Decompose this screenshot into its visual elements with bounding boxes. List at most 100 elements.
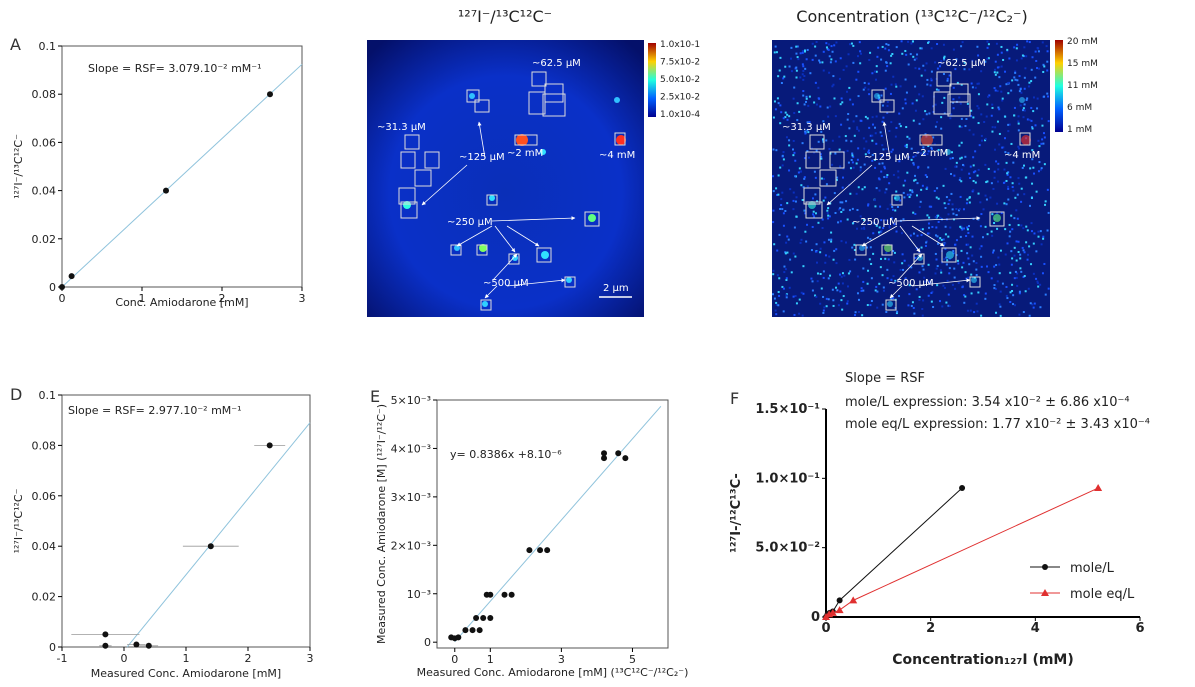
image-noise: [980, 113, 983, 116]
image-noise: [883, 167, 886, 170]
image-noise: [893, 261, 896, 264]
roi-box: [871, 89, 885, 103]
image-noise: [1007, 198, 1010, 201]
image-noise: [783, 271, 786, 274]
image-noise: [924, 174, 927, 177]
arrow: [506, 225, 540, 247]
image-noise: [898, 112, 901, 115]
image-noise: [996, 227, 999, 230]
image-noise: [849, 270, 852, 273]
image-noise: [902, 268, 905, 271]
image-noise: [1019, 267, 1022, 270]
image-noise: [986, 46, 989, 49]
image-noise: [996, 180, 999, 183]
image-noise: [825, 305, 828, 308]
roi-box: [424, 151, 440, 169]
roi-box: [885, 299, 897, 311]
image-noise: [835, 262, 838, 265]
x-tick-label: 4: [1031, 621, 1040, 636]
image-noise: [911, 301, 914, 304]
image-noise: [862, 280, 865, 283]
image-noise: [917, 166, 920, 169]
image-noise: [1035, 277, 1038, 280]
image-noise: [965, 117, 968, 120]
image-noise: [934, 103, 937, 106]
image-noise: [1046, 69, 1049, 72]
image-noise: [1040, 117, 1043, 120]
image-noise: [927, 222, 930, 225]
image-noise: [914, 178, 917, 181]
image-noise: [772, 269, 775, 272]
image-noise: [971, 254, 974, 257]
image-noise: [782, 224, 785, 227]
image-noise: [1001, 146, 1004, 149]
image-noise: [781, 285, 784, 288]
image-noise: [936, 214, 939, 217]
image-noise: [949, 226, 952, 229]
image-noise: [822, 309, 825, 312]
image-noise: [1031, 158, 1034, 161]
image-noise: [816, 280, 819, 283]
image-noise: [895, 46, 898, 49]
image-noise: [975, 274, 978, 277]
image-noise: [847, 112, 850, 115]
image-noise: [908, 196, 911, 199]
image-noise: [772, 116, 775, 119]
x-tick-label: 3: [558, 653, 565, 666]
image-noise: [915, 99, 918, 102]
image-noise: [797, 171, 800, 174]
image-noise: [1013, 277, 1016, 280]
image-spot: [993, 214, 1001, 222]
image-noise: [1034, 76, 1037, 79]
image-noise: [1021, 54, 1024, 57]
image-noise: [835, 248, 838, 251]
image-noise: [958, 178, 961, 181]
image-noise: [918, 205, 921, 208]
image-noise: [782, 310, 785, 313]
image-noise: [1011, 228, 1014, 231]
image-noise: [972, 260, 975, 263]
image-noise: [1000, 211, 1003, 214]
image-noise: [972, 133, 975, 136]
image-noise: [1020, 57, 1023, 60]
image-noise: [1007, 92, 1010, 95]
image-noise: [792, 154, 795, 157]
image-noise: [1020, 91, 1023, 94]
image-noise: [773, 51, 776, 54]
image-noise: [1030, 197, 1033, 200]
image-noise: [899, 199, 902, 202]
image-noise: [1047, 211, 1050, 214]
image-noise: [995, 264, 998, 267]
image-noise: [886, 111, 889, 114]
image-noise: [877, 98, 880, 101]
image-noise: [959, 225, 962, 228]
image-noise: [799, 76, 802, 79]
image-noise: [967, 257, 970, 260]
image-noise: [935, 226, 938, 229]
image-noise: [866, 304, 869, 307]
image-noise: [879, 205, 882, 208]
image-noise: [829, 274, 832, 277]
image-noise: [997, 162, 1000, 165]
image-noise: [1013, 114, 1016, 117]
image-noise: [934, 272, 937, 275]
image-noise: [801, 199, 804, 202]
image-noise: [845, 65, 848, 68]
image-noise: [880, 134, 883, 137]
image-noise: [1005, 294, 1008, 297]
image-noise: [950, 173, 953, 176]
image-noise: [952, 107, 955, 110]
image-noise: [968, 172, 971, 175]
image-noise: [904, 102, 907, 105]
image-noise: [904, 145, 907, 148]
image-noise: [800, 238, 803, 241]
image-noise: [773, 297, 776, 300]
image-noise: [898, 160, 901, 163]
image-noise: [880, 229, 883, 232]
image-noise: [1030, 230, 1033, 233]
image-noise: [1019, 257, 1022, 260]
image-noise: [895, 126, 898, 129]
image-noise: [930, 300, 933, 303]
image-noise: [836, 289, 839, 292]
image-noise: [847, 53, 850, 56]
